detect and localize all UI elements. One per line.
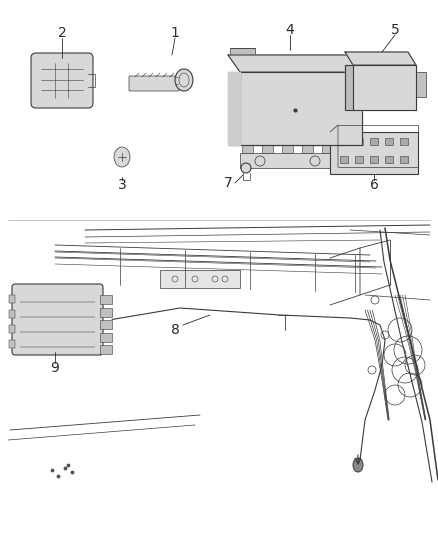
FancyBboxPatch shape [12, 284, 103, 355]
Text: 1: 1 [170, 26, 180, 40]
Bar [9, 295, 15, 303]
Polygon shape [353, 65, 416, 110]
Bar [370, 156, 378, 163]
Bar [160, 270, 240, 288]
Circle shape [241, 163, 251, 173]
Bar [322, 145, 333, 153]
Bar [330, 132, 418, 174]
Bar [9, 310, 15, 318]
Bar [302, 145, 313, 153]
Polygon shape [240, 72, 362, 145]
Polygon shape [228, 72, 240, 145]
Bar [100, 308, 112, 317]
Bar [355, 156, 363, 163]
FancyBboxPatch shape [129, 76, 179, 91]
Bar [355, 138, 363, 145]
Text: 7: 7 [224, 176, 233, 190]
Bar [400, 156, 408, 163]
Ellipse shape [114, 147, 130, 167]
Ellipse shape [353, 458, 363, 472]
Polygon shape [345, 65, 353, 110]
Bar [282, 145, 293, 153]
Bar [9, 340, 15, 348]
Bar [262, 145, 273, 153]
Text: 4: 4 [286, 23, 294, 37]
Bar [385, 138, 393, 145]
Text: 2: 2 [58, 26, 67, 40]
Bar [340, 138, 348, 145]
Bar [400, 138, 408, 145]
Text: 5: 5 [391, 23, 399, 37]
Bar [240, 153, 335, 168]
Bar [370, 138, 378, 145]
Polygon shape [228, 55, 362, 72]
Text: 9: 9 [50, 361, 60, 375]
FancyBboxPatch shape [31, 53, 93, 108]
Bar [342, 145, 353, 153]
Bar [100, 333, 112, 342]
Bar [340, 156, 348, 163]
Bar [100, 345, 112, 354]
Polygon shape [345, 52, 416, 65]
Ellipse shape [175, 69, 193, 91]
Bar [242, 145, 253, 153]
Text: 6: 6 [370, 178, 378, 192]
Bar [416, 72, 426, 97]
Bar [9, 325, 15, 333]
Text: 8: 8 [170, 323, 180, 337]
Bar [100, 295, 112, 304]
Bar [230, 48, 255, 56]
Bar [100, 320, 112, 329]
Text: 3: 3 [118, 178, 127, 192]
Bar [385, 156, 393, 163]
